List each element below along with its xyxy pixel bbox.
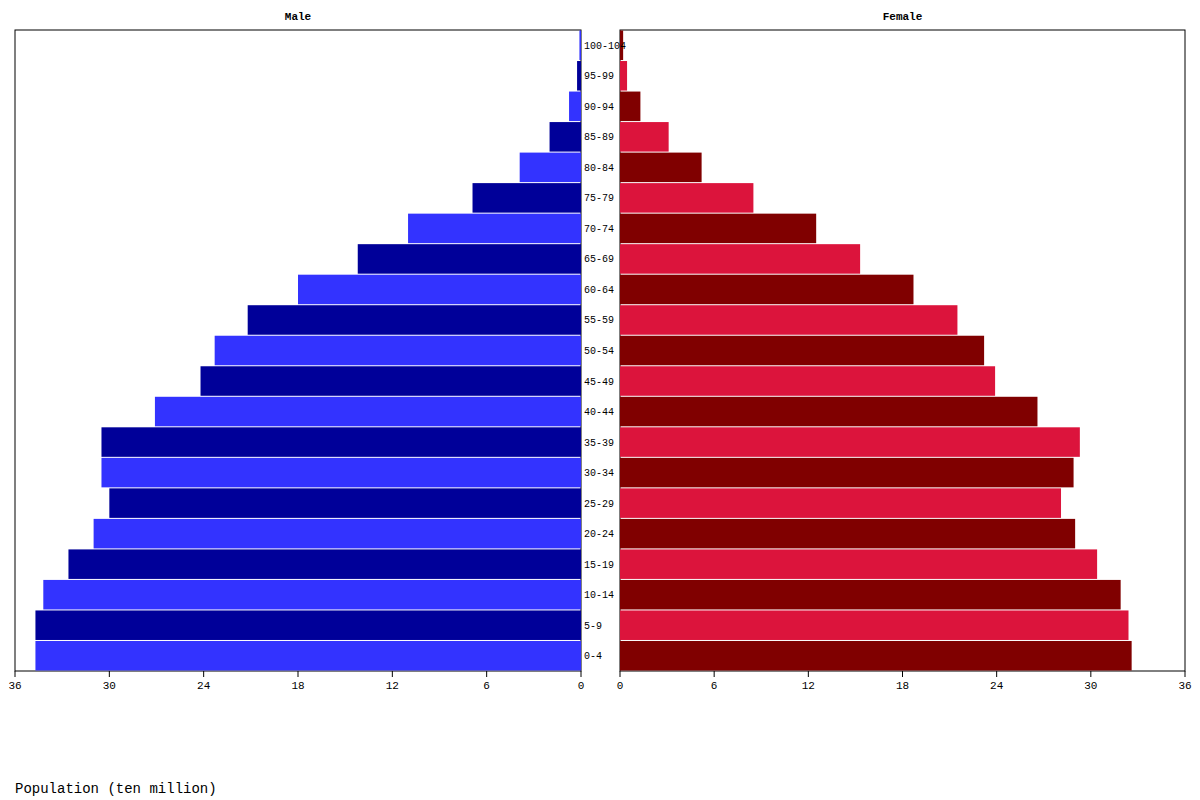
- bar: [68, 549, 581, 579]
- bar: [620, 458, 1074, 488]
- category-label: 25-29: [584, 499, 614, 510]
- category-label: 100-104: [584, 41, 626, 52]
- bar: [408, 214, 581, 244]
- bar: [358, 244, 581, 274]
- category-label: 20-24: [584, 529, 614, 540]
- bar: [620, 580, 1121, 610]
- bar: [579, 31, 581, 61]
- bar: [620, 244, 860, 274]
- bar: [620, 519, 1075, 549]
- category-label: 15-19: [584, 560, 614, 571]
- tick: [996, 671, 997, 677]
- bar: [620, 427, 1080, 457]
- plot-frame: [620, 30, 1185, 671]
- bar: [569, 92, 581, 122]
- tick-label: 24: [197, 680, 211, 692]
- tick-label: 18: [896, 680, 909, 692]
- bar: [620, 397, 1037, 427]
- bar: [620, 610, 1129, 640]
- category-label: 0-4: [584, 651, 602, 662]
- tick-label: 0: [617, 680, 624, 692]
- category-label: 75-79: [584, 193, 614, 204]
- bars: [35, 31, 581, 671]
- bar: [520, 153, 581, 183]
- category-label: 50-54: [584, 346, 614, 357]
- tick: [620, 671, 621, 677]
- bar: [620, 305, 957, 335]
- tick-label: 36: [8, 680, 21, 692]
- bar: [155, 397, 581, 427]
- tick-label: 6: [711, 680, 718, 692]
- tick-label: 6: [483, 680, 490, 692]
- bar: [620, 366, 995, 396]
- bar: [101, 427, 581, 457]
- tick: [298, 671, 299, 677]
- category-label: 30-34: [584, 468, 614, 479]
- bar: [620, 549, 1097, 579]
- bar: [620, 275, 913, 305]
- tick-label: 12: [802, 680, 815, 692]
- tick: [581, 671, 582, 677]
- bar: [94, 519, 581, 549]
- bar: [43, 580, 581, 610]
- category-label: 45-49: [584, 377, 614, 388]
- tick: [392, 671, 393, 677]
- tick: [902, 671, 903, 677]
- bar: [35, 641, 581, 671]
- bar: [298, 275, 581, 305]
- panel-title: Female: [883, 11, 923, 23]
- category-label: 90-94: [584, 102, 614, 113]
- plot-frame: [15, 30, 581, 671]
- tick-label: 30: [103, 680, 116, 692]
- bar: [35, 610, 581, 640]
- tick-label: 0: [578, 680, 585, 692]
- bar: [550, 122, 581, 152]
- bar: [620, 214, 816, 244]
- category-label: 35-39: [584, 438, 614, 449]
- bar: [577, 61, 581, 91]
- tick: [808, 671, 809, 677]
- category-label: 95-99: [584, 71, 614, 82]
- category-label: 80-84: [584, 163, 614, 174]
- bar: [620, 122, 669, 152]
- bar: [109, 488, 581, 518]
- tick-label: 36: [1178, 680, 1191, 692]
- tick: [486, 671, 487, 677]
- bar: [215, 336, 581, 366]
- tick: [714, 671, 715, 677]
- category-label: 10-14: [584, 590, 614, 601]
- category-label: 70-74: [584, 224, 614, 235]
- tick-label: 24: [990, 680, 1004, 692]
- category-label: 60-64: [584, 285, 614, 296]
- axis-label: Population (ten million): [15, 781, 217, 797]
- bar: [201, 366, 581, 396]
- bar: [620, 183, 753, 213]
- category-label: 55-59: [584, 315, 614, 326]
- tick: [109, 671, 110, 677]
- tick: [15, 671, 16, 677]
- bar: [620, 61, 627, 91]
- bar: [620, 92, 640, 122]
- bar: [101, 458, 581, 488]
- tick: [1185, 671, 1186, 677]
- bars: [620, 31, 1132, 671]
- tick: [1090, 671, 1091, 677]
- bar: [248, 305, 581, 335]
- bar: [473, 183, 581, 213]
- tick-label: 30: [1084, 680, 1097, 692]
- category-label: 5-9: [584, 621, 602, 632]
- tick-label: 18: [291, 680, 304, 692]
- tick: [203, 671, 204, 677]
- bar: [620, 153, 702, 183]
- category-label: 40-44: [584, 407, 614, 418]
- tick-label: 12: [386, 680, 399, 692]
- chart: Male 0 6 12 18 24 30 36 Female 0 6 12 18 24 30 36 0-4 5-9…: [0, 0, 1200, 800]
- panel-title: Male: [285, 11, 312, 23]
- bar: [620, 488, 1061, 518]
- bar: [620, 641, 1132, 671]
- bar: [620, 336, 984, 366]
- category-label: 85-89: [584, 132, 614, 143]
- category-label: 65-69: [584, 254, 614, 265]
